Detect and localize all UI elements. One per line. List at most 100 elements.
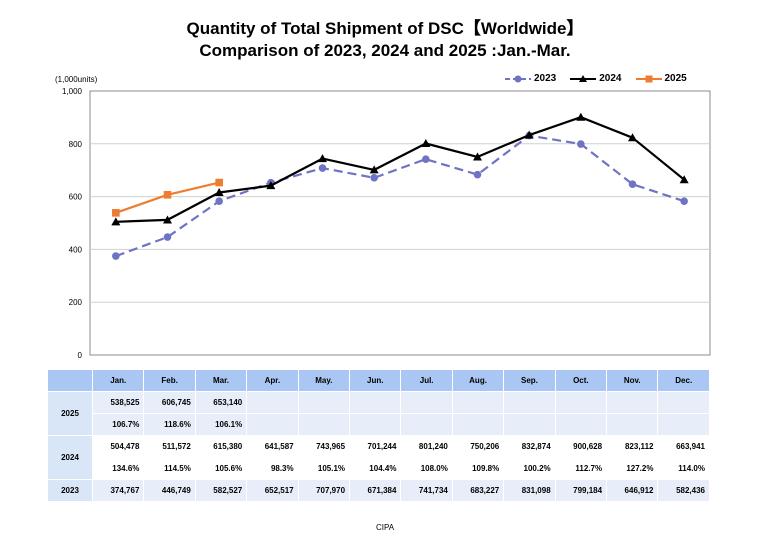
table-pct-cell: 114.0% bbox=[657, 457, 710, 480]
chart-title-line1: Quantity of Total Shipment of DSC【Worldw… bbox=[186, 19, 584, 38]
table-value-cell: 801,240 bbox=[400, 435, 453, 458]
table-value-cell: 652,517 bbox=[246, 479, 299, 502]
table-month-header: Oct. bbox=[554, 369, 608, 392]
legend-label-2025: 2025 bbox=[664, 73, 687, 84]
data-point-2024 bbox=[369, 165, 379, 174]
table-value-cell: 701,244 bbox=[349, 435, 402, 458]
table-value-cell: 743,965 bbox=[297, 435, 351, 458]
table-month-header: Aug. bbox=[451, 369, 505, 392]
data-point-2025 bbox=[112, 209, 120, 217]
table-value-cell bbox=[657, 391, 710, 414]
y-tick-label: 400 bbox=[69, 245, 83, 254]
table-row-label: 2024 bbox=[47, 435, 93, 480]
table-value-cell: 900,628 bbox=[554, 435, 608, 458]
table-value-cell: 663,941 bbox=[657, 435, 710, 458]
table-month-header: Feb. bbox=[143, 369, 196, 392]
table-pct-cell: 109.8% bbox=[451, 457, 505, 480]
table-value-cell: 646,912 bbox=[606, 479, 659, 502]
legend-marker-2024 bbox=[570, 74, 597, 82]
y-tick-label: 600 bbox=[69, 193, 83, 202]
table-month-header: Jun. bbox=[349, 369, 402, 392]
table-pct-cell: 108.0% bbox=[400, 457, 453, 480]
data-point-2023 bbox=[215, 197, 223, 206]
table-pct-cell: 127.2% bbox=[606, 457, 659, 480]
table-month-header: Sep. bbox=[503, 369, 556, 392]
data-point-2023 bbox=[680, 197, 688, 206]
table-value-cell bbox=[451, 391, 505, 414]
table-value-cell bbox=[297, 391, 351, 414]
table-pct-cell: 114.5% bbox=[143, 457, 196, 480]
table-value-cell: 504,478 bbox=[91, 435, 145, 458]
table-pct-cell bbox=[606, 413, 659, 436]
y-tick-label: 0 bbox=[78, 351, 83, 360]
data-point-2023 bbox=[112, 252, 120, 260]
data-point-2025 bbox=[215, 178, 223, 187]
legend-item-2024: 2024 bbox=[570, 73, 622, 84]
legend-item-2023: 2023 bbox=[505, 73, 556, 84]
table-value-cell: 615,380 bbox=[194, 435, 248, 458]
data-point-2024 bbox=[214, 188, 224, 197]
table-month-header: Jan. bbox=[91, 369, 145, 392]
data-point-2024 bbox=[628, 133, 637, 142]
line-chart: 0 200 400 600 800 1,000 bbox=[62, 87, 711, 360]
table-value-cell: 707,970 bbox=[297, 479, 351, 502]
table-value-cell bbox=[246, 391, 299, 414]
chart-title-line2: Comparison of 2023, 2024 and 2025 :Jan.-… bbox=[199, 41, 571, 60]
table-pct-cell bbox=[349, 413, 402, 436]
table-value-cell: 831,098 bbox=[503, 479, 556, 502]
table-value-cell bbox=[503, 391, 556, 414]
data-point-2025 bbox=[163, 191, 172, 199]
plot-area-frame bbox=[89, 90, 711, 356]
table-pct-cell bbox=[451, 413, 505, 436]
table-pct-cell: 112.7% bbox=[554, 457, 608, 480]
table-pct-cell: 105.1% bbox=[297, 457, 351, 480]
table-value-cell: 641,587 bbox=[246, 435, 299, 458]
legend-item-2025: 2025 bbox=[635, 73, 687, 84]
data-point-2024 bbox=[266, 181, 276, 190]
table-header-corner bbox=[47, 369, 93, 392]
table-row-label: 2023 bbox=[47, 479, 93, 502]
table-value-cell: 683,227 bbox=[451, 479, 505, 502]
source-footer: CIPA bbox=[375, 523, 395, 532]
table-value-cell bbox=[606, 391, 659, 414]
y-tick-label: 800 bbox=[69, 140, 83, 149]
data-point-2024 bbox=[679, 175, 689, 184]
legend-marker-2025 bbox=[635, 75, 662, 82]
data-point-2024 bbox=[163, 215, 172, 224]
table-value-cell bbox=[554, 391, 608, 414]
legend: 2023 2024 2025 bbox=[505, 73, 687, 84]
data-point-2023 bbox=[163, 233, 172, 241]
table-row-2025: 2025 538,525 606,745 653,140 bbox=[47, 391, 710, 436]
table-pct-cell bbox=[657, 413, 710, 436]
data-point-2023 bbox=[422, 155, 430, 163]
table-row-2025-pct: 106.7% 118.6% 106.1% bbox=[48, 413, 710, 436]
table-row-2024: 2024 504,478 511,572 615,380 641,587 743,965 7… bbox=[47, 435, 710, 480]
table-month-header: Jul. bbox=[400, 369, 453, 392]
y-tick-label: 1,000 bbox=[62, 87, 83, 96]
table-value-cell: 374,767 bbox=[91, 479, 145, 502]
table-value-cell: 446,749 bbox=[143, 479, 196, 502]
table-value-cell: 823,112 bbox=[606, 435, 659, 458]
legend-marker-2023 bbox=[505, 75, 531, 82]
table-value-cell: 582,527 bbox=[194, 479, 248, 502]
data-point-2024 bbox=[421, 138, 431, 147]
series-line-2023 bbox=[115, 134, 685, 258]
table-pct-cell: 134.6% bbox=[91, 457, 145, 480]
data-point-2023 bbox=[318, 164, 327, 172]
table-value-cell: 750,206 bbox=[451, 435, 505, 458]
table-month-header: Dec. bbox=[657, 369, 710, 392]
table-month-header: Nov. bbox=[606, 369, 659, 392]
table-pct-cell bbox=[554, 413, 608, 436]
y-tick-label: 200 bbox=[69, 298, 83, 307]
table-pct-cell bbox=[503, 413, 556, 436]
table-pct-cell bbox=[400, 413, 453, 436]
table-pct-cell: 118.6% bbox=[143, 413, 196, 436]
data-point-2023 bbox=[577, 140, 585, 148]
table-value-cell: 538,525 bbox=[91, 391, 145, 414]
data-table: Jan. Feb. Mar. Apr. May. Jun. Jul. Aug. Sep. Oct.… bbox=[47, 369, 710, 502]
table-pct-cell: 105.6% bbox=[194, 457, 248, 480]
table-month-header: May. bbox=[297, 369, 351, 392]
data-point-2024 bbox=[524, 130, 534, 139]
table-month-header: Apr. bbox=[246, 369, 299, 392]
data-point-2023 bbox=[628, 180, 637, 189]
